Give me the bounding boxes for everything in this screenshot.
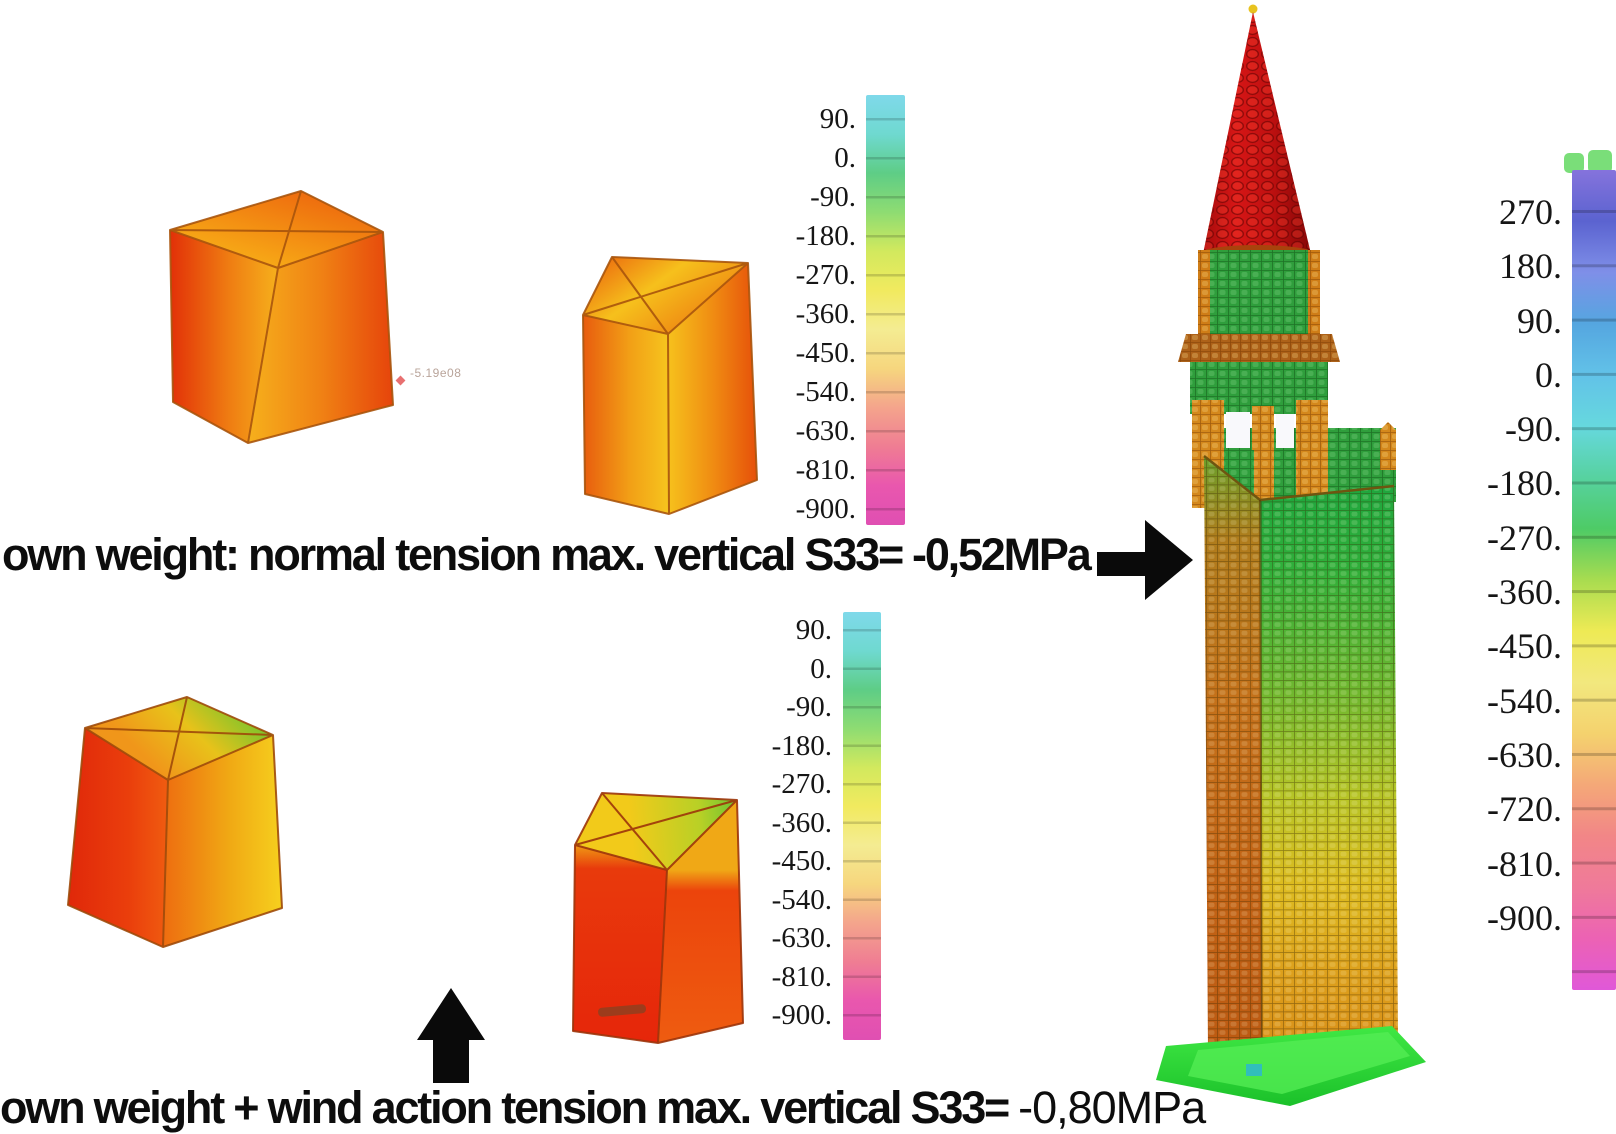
legend-lower-colorbar xyxy=(843,612,881,1040)
legend-value: -180. xyxy=(795,220,856,252)
legend-value: -900. xyxy=(1487,897,1562,938)
legend-value: -270. xyxy=(1487,517,1562,558)
legend-value: -630. xyxy=(795,415,856,447)
legend-value: -540. xyxy=(795,376,856,408)
legend-value: -900. xyxy=(795,493,856,525)
legend-value: -360. xyxy=(1487,572,1562,613)
caption-top-value: -0,52MPa xyxy=(912,529,1092,580)
caption-bottom-text: own weight + wind action tension max. ve… xyxy=(0,1082,1010,1133)
legend-upper-colorbar xyxy=(866,95,905,525)
legend-value: -540. xyxy=(1487,680,1562,721)
legend-value: -180. xyxy=(1487,463,1562,504)
colorbar-top-marker xyxy=(1588,150,1612,173)
legend-value: -90. xyxy=(786,691,832,723)
legend-value: -180. xyxy=(771,729,832,762)
legend-value: 90. xyxy=(1517,300,1562,341)
legend-value: -90. xyxy=(1505,409,1562,450)
legend-value: -270. xyxy=(795,259,856,291)
legend-value: -90. xyxy=(810,181,856,213)
legend-value: 90. xyxy=(819,103,856,135)
legend-value: 0. xyxy=(810,652,832,685)
colorbar-top-marker xyxy=(1564,153,1584,173)
legend-value: 0. xyxy=(834,142,856,174)
caption-top-text: own weight: normal tension max. vertical… xyxy=(2,529,904,580)
legend-value: 270. xyxy=(1499,192,1562,232)
legend-value: -270. xyxy=(771,768,832,800)
legend-upper-values: 90. 0. -90. -180. -270. -360. -450. -540. -630. -… xyxy=(640,100,856,529)
prism-model-wind xyxy=(572,792,744,1044)
legend-value: -810. xyxy=(771,960,832,993)
legend-value: -360. xyxy=(795,298,856,330)
legend-value: -720. xyxy=(1487,789,1562,830)
legend-tower-values: 270. 180. 90. 0. -90. -180. -270. -360. -450. -54… xyxy=(1390,185,1562,945)
legend-value: -540. xyxy=(771,883,832,916)
up-arrow-icon xyxy=(417,988,485,1083)
legend-value: -360. xyxy=(771,806,832,839)
legend-value: -450. xyxy=(795,337,856,369)
legend-value: 180. xyxy=(1499,246,1562,287)
legend-value: -900. xyxy=(771,999,832,1031)
legend-value: -450. xyxy=(1487,626,1562,667)
cube-model-own-weight xyxy=(169,190,394,444)
legend-value: -810. xyxy=(1487,843,1562,884)
legend-value: -630. xyxy=(1487,734,1562,775)
caption-own-weight-wind: own weight + wind action tension max. ve… xyxy=(0,1082,1206,1133)
legend-value: -630. xyxy=(771,922,832,954)
cube-model-wind xyxy=(67,696,283,948)
right-arrow-icon xyxy=(1097,520,1193,600)
legend-value: 0. xyxy=(1535,354,1562,395)
caption-own-weight: own weight: normal tension max. vertical… xyxy=(2,529,1092,580)
legend-value: 90. xyxy=(795,614,832,646)
legend-value: -450. xyxy=(771,845,832,877)
cube-node-label: -5.19e08 xyxy=(410,366,462,380)
caption-bottom-value: -0,80MPa xyxy=(1018,1082,1206,1133)
legend-value: -810. xyxy=(795,454,856,486)
tower-model xyxy=(1156,4,1426,1106)
legend-tower-colorbar xyxy=(1572,170,1616,990)
legend-lower-values: 90. 0. -90. -180. -270. -360. -450. -540. -630. -… xyxy=(620,611,832,1035)
prism-model-own-weight xyxy=(582,256,758,515)
